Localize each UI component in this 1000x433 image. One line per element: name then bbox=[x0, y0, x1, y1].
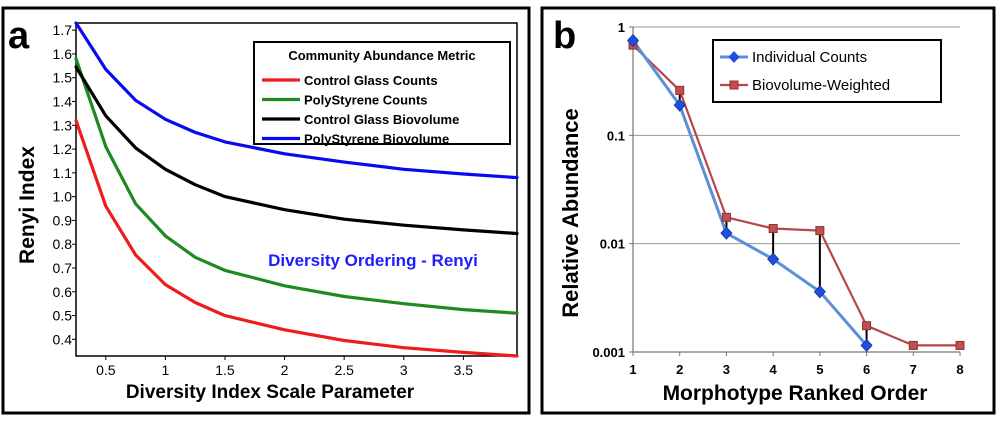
x-tick-label: 8 bbox=[956, 362, 963, 377]
square-marker bbox=[675, 85, 685, 95]
x-tick-label: 7 bbox=[910, 362, 917, 377]
y-tick-label: 1.5 bbox=[53, 70, 73, 86]
y-tick-label: 1.7 bbox=[53, 22, 73, 38]
square-marker bbox=[768, 224, 778, 234]
y-tick-label: 1.2 bbox=[53, 141, 73, 157]
legend-label: Control Glass Biovolume bbox=[304, 112, 459, 127]
series-line-1 bbox=[74, 118, 519, 358]
y-tick-label: 0.6 bbox=[53, 284, 73, 300]
diamond-marker bbox=[673, 98, 686, 112]
legend-label: Control Glass Counts bbox=[304, 73, 438, 88]
diamond-marker bbox=[860, 338, 873, 353]
panel-b-legend: Individual Counts Biovolume-Weighted bbox=[712, 39, 942, 103]
y-tick-label: 0.001 bbox=[592, 345, 625, 360]
y-tick-label: 1.4 bbox=[53, 93, 73, 109]
legend-swatch-diamond bbox=[728, 51, 740, 63]
y-tick-label: 0.1 bbox=[607, 128, 625, 143]
panel-b-series bbox=[626, 33, 965, 353]
x-tick-label: 1.5 bbox=[215, 362, 235, 378]
panel-a-y-label: Renyi Index bbox=[16, 146, 39, 264]
series-line-counts bbox=[631, 39, 868, 347]
square-marker bbox=[862, 321, 872, 331]
y-tick-label: 1.0 bbox=[53, 189, 73, 205]
panel-a-series bbox=[74, 21, 519, 358]
x-tick-label: 5 bbox=[816, 362, 823, 377]
square-marker bbox=[908, 340, 918, 350]
x-tick-label: 3 bbox=[723, 362, 730, 377]
panel-a-plot-area bbox=[75, 22, 518, 357]
x-tick-label: 2 bbox=[281, 362, 289, 378]
legend-label: Individual Counts bbox=[752, 49, 867, 66]
panel-b-y-ticks: 1 0.1 0.01 0.001 bbox=[592, 20, 633, 360]
panel-b-y-label: Relative Abundance bbox=[558, 108, 583, 317]
y-tick-label: 0.4 bbox=[53, 331, 73, 347]
series-line-3 bbox=[74, 65, 519, 236]
x-tick-label: 1 bbox=[629, 362, 636, 377]
series-line-4 bbox=[74, 21, 519, 180]
square-marker bbox=[721, 212, 731, 222]
x-tick-label: 2.5 bbox=[334, 362, 354, 378]
series-line-2 bbox=[74, 57, 519, 315]
y-tick-label: 1 bbox=[618, 20, 625, 35]
x-tick-label: 2 bbox=[676, 362, 683, 377]
y-tick-label: 1.6 bbox=[53, 46, 73, 62]
panel-b-x-label: Morphotype Ranked Order bbox=[663, 382, 928, 405]
diamond-marker bbox=[720, 226, 733, 240]
y-tick-label: 1.3 bbox=[53, 117, 73, 133]
panel-b-gridlines bbox=[633, 26, 960, 245]
x-tick-label: 3.5 bbox=[454, 362, 474, 378]
y-tick-label: 1.1 bbox=[53, 165, 73, 181]
panel-a-x-ticks: 0.5 1 1.5 2 2.5 3 3.5 bbox=[96, 356, 473, 378]
legend-label: PolyStyrene Biovolume bbox=[304, 132, 449, 147]
diamond-marker bbox=[626, 33, 640, 48]
x-tick-label: 1 bbox=[161, 362, 169, 378]
y-tick-label: 0.8 bbox=[53, 236, 73, 252]
x-tick-label: 4 bbox=[770, 362, 778, 377]
panel-a-legend-title: Community Abundance Metric bbox=[288, 48, 475, 63]
panel-a-legend-box bbox=[253, 41, 511, 145]
x-tick-label: 3 bbox=[400, 362, 408, 378]
panel-a-x-label: Diversity Index Scale Parameter bbox=[126, 382, 415, 403]
legend-label: Biovolume-Weighted bbox=[752, 77, 890, 94]
legend-swatch-square bbox=[729, 80, 739, 90]
y-tick-label: 0.7 bbox=[53, 260, 73, 276]
panel-b-x-ticks: 1 2 3 4 5 6 7 8 bbox=[629, 352, 964, 377]
diamond-marker bbox=[813, 285, 826, 299]
y-tick-label: 0.5 bbox=[53, 308, 73, 324]
panel-a-y-ticks: 1.7 1.6 1.5 1.4 1.3 1.2 1.1 1.0 0.9 0.8 0.7 0.6 0.5 0… bbox=[53, 22, 76, 347]
x-tick-label: 6 bbox=[863, 362, 870, 377]
y-tick-label: 0.01 bbox=[600, 237, 625, 252]
panel-b-legend-box bbox=[712, 39, 942, 103]
square-marker bbox=[815, 226, 825, 236]
diamond-marker bbox=[767, 252, 780, 266]
panel-a-legend: Community Abundance Metric Control Glass… bbox=[253, 41, 511, 147]
panel-b-letter: b bbox=[553, 15, 576, 57]
x-tick-label: 0.5 bbox=[96, 362, 116, 378]
legend-label: PolyStyrene Counts bbox=[304, 93, 428, 108]
panel-a-annotation: Diversity Ordering - Renyi bbox=[268, 251, 478, 270]
panel-a-letter: a bbox=[8, 15, 30, 57]
square-marker bbox=[955, 340, 965, 350]
y-tick-label: 0.9 bbox=[53, 212, 73, 228]
series-line-biovolume bbox=[632, 44, 960, 347]
